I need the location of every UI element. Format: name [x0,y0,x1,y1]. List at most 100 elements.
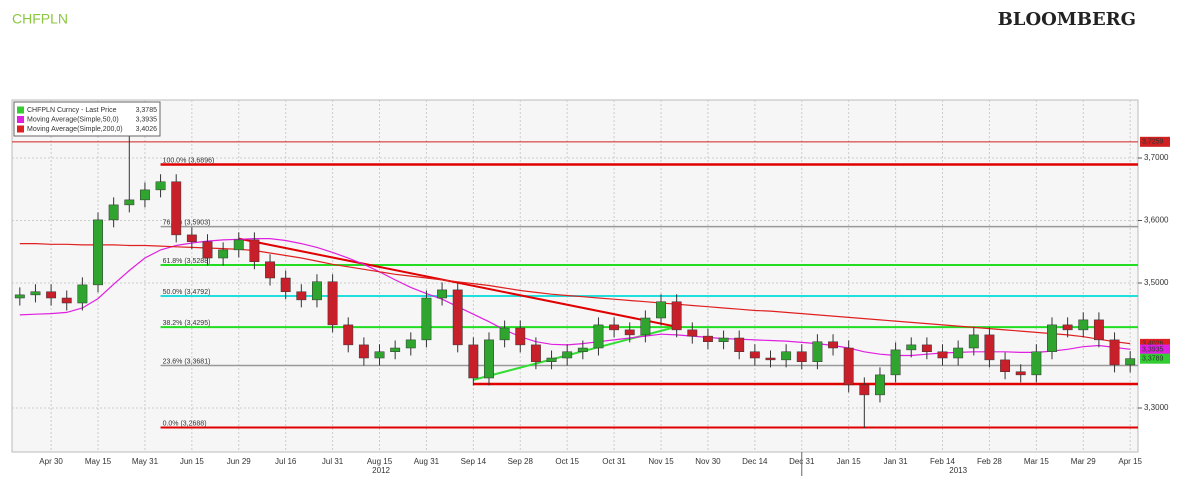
candle-body [124,199,135,206]
trendline [473,325,677,381]
x-tick-label: Nov 15 [648,457,674,466]
candle-body [875,374,885,396]
x-tick-label: Feb 28 [977,457,1002,466]
candle-body [656,301,666,319]
candle-body [280,277,291,292]
legend-label: Moving Average(Simple,50,0) [27,116,119,123]
candle-body [796,351,807,362]
candle-body [1093,319,1104,341]
price-tag-label: 3,3789 [1142,356,1164,363]
candle-body [93,219,103,286]
price-tag [1140,344,1170,355]
candle-body [171,181,182,236]
candle-body [390,347,401,352]
level-label: 0.0% (3,2688) [163,420,207,427]
level-label: 76.4% (3,5903) [163,219,211,226]
brand: BLOOMBERG [998,9,1136,30]
level-label: 50.0% (3,4792) [163,289,211,296]
candle-body [702,335,713,342]
candle-body [1000,359,1011,372]
candle-body [765,357,776,361]
candle-body [734,337,745,352]
x-tick-label: Jul 31 [322,457,344,466]
candle-body [843,347,854,386]
candle-body [609,324,620,331]
candle-body [624,329,635,336]
candle-body [1109,339,1120,366]
x-tick-label: Mar 29 [1071,457,1096,466]
price-tag-label: 3,3935 [1142,346,1164,353]
candle-body [155,181,166,191]
legend-value: 3,4026 [136,126,158,133]
legend-label: CHFPLN Curncy - Last Price [27,107,117,114]
candle-body [468,344,479,379]
candle-body [921,344,932,352]
x-tick-label: Oct 15 [555,457,579,466]
year-label: 2013 [949,466,967,475]
candle-body [968,334,979,349]
candle-body [343,324,354,346]
candle-body [671,301,682,331]
candle-body [61,297,72,304]
candle-body [812,341,823,362]
level-label: 61.8% (3,5288) [163,258,211,265]
candle-body [186,234,197,242]
level-label: 38.2% (3,4295) [163,320,211,327]
price-tag-label: 3,4026 [1142,341,1164,348]
candle-body [233,239,244,251]
x-tick-label: Dec 14 [742,457,768,466]
candle-body [202,241,213,259]
candle-body [828,341,838,349]
x-tick-label: Apr 30 [39,457,63,466]
x-tick-label: Jul 16 [275,457,297,466]
candle-body [374,351,385,359]
x-tick-label: Sep 28 [508,457,534,466]
legend-label: Moving Average(Simple,200,0) [27,126,123,133]
level-label: 100.0% (3,6896) [163,157,215,164]
year-label: 2012 [372,466,390,475]
candle-body [546,357,557,362]
legend-value: 3,3785 [136,107,158,114]
legend-swatch [17,125,24,133]
candle-body [593,324,604,349]
x-tick-label: Apr 15 [1118,457,1142,466]
candle-body [1062,324,1073,331]
y-tick-label: 3,5000 [1144,278,1169,287]
candle-body [108,204,119,221]
x-tick-label: Aug 15 [367,457,393,466]
candle-body [890,349,901,376]
candle-body [1015,371,1026,376]
price-tag [1140,338,1170,349]
x-tick-label: Jan 31 [884,457,909,466]
candle-body [218,249,229,259]
candle-body [312,281,322,301]
y-tick-label: 3,3000 [1144,403,1169,412]
candle-body [452,289,463,346]
candle-body [984,334,995,361]
candle-body [499,327,510,341]
x-tick-label: Sep 14 [461,457,487,466]
candle-body [640,317,651,336]
chart-title: CHFPLN [12,11,68,27]
candle-body [484,339,494,379]
candle-body [859,384,870,396]
plot-area [11,99,1139,453]
legend-value: 3,3935 [136,116,158,123]
candle-body [421,297,432,341]
x-tick-label: Feb 14 [930,457,955,466]
candle-body [781,351,792,361]
candle-body [265,261,275,279]
candle-body [437,289,448,299]
candle-body [937,351,948,359]
candle-body [30,291,41,296]
candle-body [1047,324,1057,352]
candle-body [77,284,88,304]
candle-body [405,339,416,349]
candle-body [749,351,760,359]
candle-body [1078,319,1089,331]
price-tag [1140,136,1170,147]
candle-body [46,291,57,299]
candle-body [139,189,150,201]
candle-body [953,347,964,359]
candle-body [296,291,307,301]
